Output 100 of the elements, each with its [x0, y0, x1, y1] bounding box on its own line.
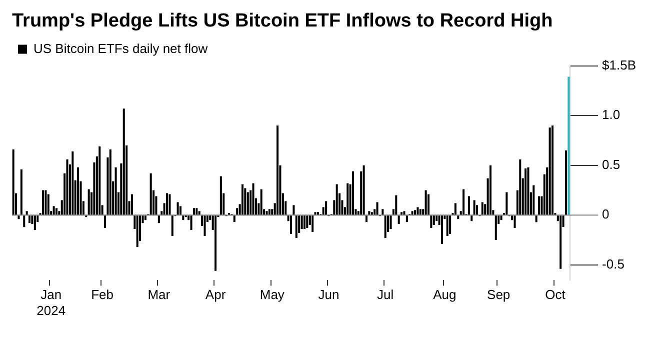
bar: [233, 216, 236, 222]
bar: [66, 159, 68, 215]
bar: [252, 183, 254, 215]
bar: [446, 216, 448, 236]
bar: [176, 202, 179, 215]
bar: [52, 206, 55, 215]
bar: [158, 216, 160, 224]
bar: [336, 184, 338, 215]
bar: [190, 216, 192, 230]
bar: [473, 200, 476, 215]
bar: [260, 189, 262, 215]
bar: [376, 202, 378, 215]
bar: [236, 208, 238, 215]
bar: [481, 202, 484, 215]
bar: [449, 216, 452, 234]
bar: [109, 149, 112, 215]
bar: [306, 216, 308, 228]
bar: [303, 216, 306, 230]
bar: [416, 207, 419, 215]
bar: [419, 209, 422, 215]
bar: [427, 194, 430, 215]
bar: [268, 209, 270, 215]
bar: [440, 216, 443, 244]
bar: [42, 190, 44, 215]
bar: [204, 216, 206, 236]
bar: [494, 216, 497, 240]
bar: [290, 216, 292, 234]
bar: [12, 149, 14, 215]
bar: [462, 189, 465, 215]
x-tick-label: May: [260, 287, 285, 302]
bar: [548, 128, 551, 215]
bar: [130, 194, 133, 215]
x-tick-label: Sep: [487, 287, 510, 302]
y-tick-label: 0.5: [602, 156, 620, 172]
bar: [395, 195, 398, 215]
bar: [28, 216, 31, 224]
bar: [524, 168, 527, 215]
bar: [166, 193, 168, 215]
bar: [192, 208, 195, 215]
bar: [468, 196, 470, 215]
bar: [314, 212, 316, 215]
x-tick-label: Apr: [205, 287, 226, 302]
bar: [144, 216, 146, 220]
bar: [457, 216, 460, 220]
bar: [535, 216, 538, 222]
bar: [506, 192, 508, 215]
y-tick-label: 1.0: [602, 107, 620, 122]
x-tick-label: Feb: [91, 287, 114, 302]
bar: [368, 211, 370, 215]
bar: [168, 194, 171, 215]
x-tick-label: Aug: [433, 287, 456, 302]
legend-label: US Bitcoin ETFs daily net flow: [34, 40, 208, 56]
bar: [44, 190, 47, 215]
bar: [98, 146, 101, 215]
bar: [72, 151, 74, 215]
bar: [398, 216, 400, 224]
bar: [406, 216, 408, 222]
bar: [365, 216, 368, 222]
bar: [454, 203, 456, 215]
bar: [414, 210, 416, 215]
y-tick-label: 0: [602, 206, 610, 222]
x-tick-label: Oct: [545, 287, 566, 302]
bar: [104, 216, 106, 228]
bar: [500, 216, 502, 220]
bar: [352, 171, 354, 215]
bar: [316, 212, 319, 215]
bar: [470, 216, 473, 222]
bar: [430, 216, 432, 228]
bar: [390, 216, 392, 230]
bar: [196, 208, 198, 215]
bar: [244, 188, 246, 215]
bar: [527, 167, 530, 215]
bar: [122, 108, 125, 215]
y-tick-label: $1.5B: [602, 57, 636, 72]
bar: [198, 211, 200, 215]
bar: [489, 165, 492, 215]
bar: [23, 216, 26, 228]
x-tick-label: Mar: [148, 287, 171, 302]
bar: [560, 216, 562, 269]
bar: [182, 216, 184, 220]
bar: [220, 176, 222, 215]
bar: [325, 201, 328, 215]
bar: [519, 159, 522, 215]
bar: [538, 196, 540, 215]
bar: [266, 211, 268, 215]
bar: [171, 216, 174, 236]
bar: [295, 216, 298, 238]
bar: [514, 216, 516, 228]
bar: [411, 211, 414, 215]
bar: [18, 216, 20, 220]
bar: [276, 126, 279, 215]
bar: [150, 173, 152, 215]
bar: [88, 189, 90, 215]
bar: [432, 216, 435, 226]
bar: [370, 212, 373, 215]
bar: [384, 216, 386, 238]
bar: [34, 216, 36, 230]
bar: [26, 211, 28, 215]
bar: [564, 150, 567, 215]
bar: [424, 190, 427, 215]
